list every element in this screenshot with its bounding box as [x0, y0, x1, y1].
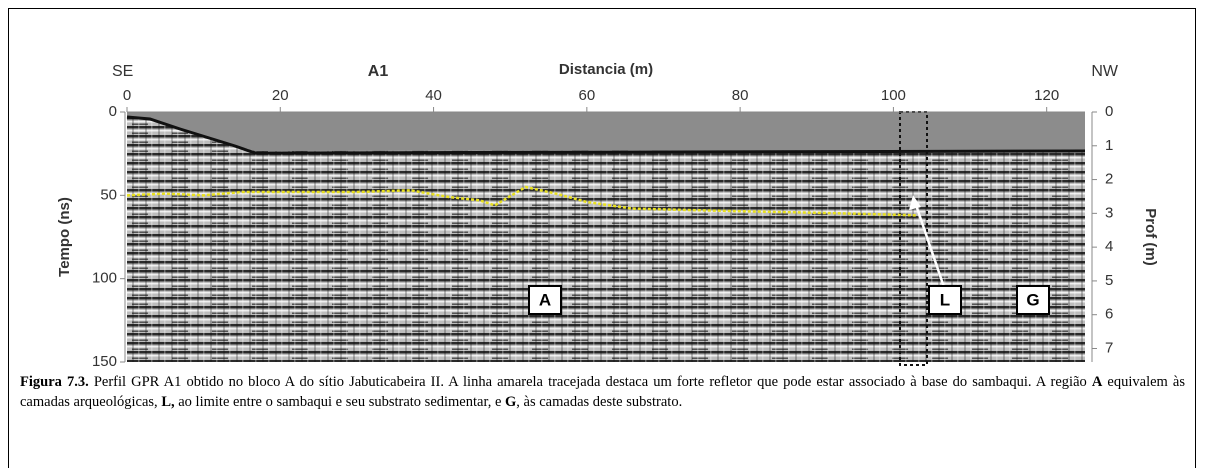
region-label-box [928, 285, 962, 315]
caption-text: ao limite entre o sambaqui e seu substra… [174, 394, 506, 410]
y2-tick-label: 6 [1105, 306, 1113, 323]
arrow-line [914, 204, 947, 291]
x-axis-label: Distancia (m) [559, 61, 653, 78]
corner-label: SE [112, 63, 133, 80]
caption-text: Perfil GPR A1 obtido no bloco A do sítio… [88, 374, 1092, 390]
surface-reflector [126, 115, 1086, 155]
y2-tick-label: 4 [1105, 238, 1113, 255]
caption-text: Figura 7.3. [20, 374, 89, 390]
region-label: G [1026, 290, 1039, 309]
x-tick-label: 40 [425, 87, 442, 104]
caption-text: equivalem às camadas arqueológicas, [20, 374, 1185, 410]
region-label-box [528, 285, 562, 315]
x-tick-label: 100 [881, 87, 906, 104]
y2-tick-label: 5 [1105, 272, 1113, 289]
caption-text: , às camadas deste substrato. [516, 394, 683, 410]
figure-caption: Figura 7.3. Perfil GPR A1 obtido no bloc… [20, 372, 1185, 412]
y-axis-label: Tempo (ns) [56, 197, 73, 277]
x-tick-label: 120 [1034, 87, 1059, 104]
y2-tick-label: 3 [1105, 204, 1113, 221]
y2-tick-label: 2 [1105, 171, 1113, 188]
y-tick-label: 100 [92, 270, 117, 287]
figure-frame [8, 8, 1196, 468]
y-tick-label: 50 [100, 186, 117, 203]
caption-text: A [1091, 374, 1103, 390]
x-tick-label: 80 [732, 87, 749, 104]
x-tick-label: 0 [123, 87, 131, 104]
y2-axis-label: Prof (m) [1142, 208, 1159, 266]
plot-title: A1 [368, 63, 389, 80]
reflector-line [126, 185, 917, 217]
region-label-box [1016, 285, 1050, 315]
y2-tick-label: 7 [1105, 339, 1113, 356]
y2-tick-label: 0 [1105, 103, 1113, 120]
corner-label: NW [1091, 63, 1119, 80]
region-label: L [940, 290, 950, 309]
caption-text: G [505, 394, 517, 410]
air-layer [127, 112, 1085, 151]
region-label: A [539, 290, 551, 309]
caption-text: L, [161, 394, 175, 410]
y-tick-label: 150 [92, 353, 117, 370]
x-tick-label: 20 [272, 87, 289, 104]
y-tick-label: 0 [109, 103, 117, 120]
y2-tick-label: 1 [1105, 137, 1113, 154]
x-tick-label: 60 [578, 87, 595, 104]
arrow-head [909, 195, 921, 210]
